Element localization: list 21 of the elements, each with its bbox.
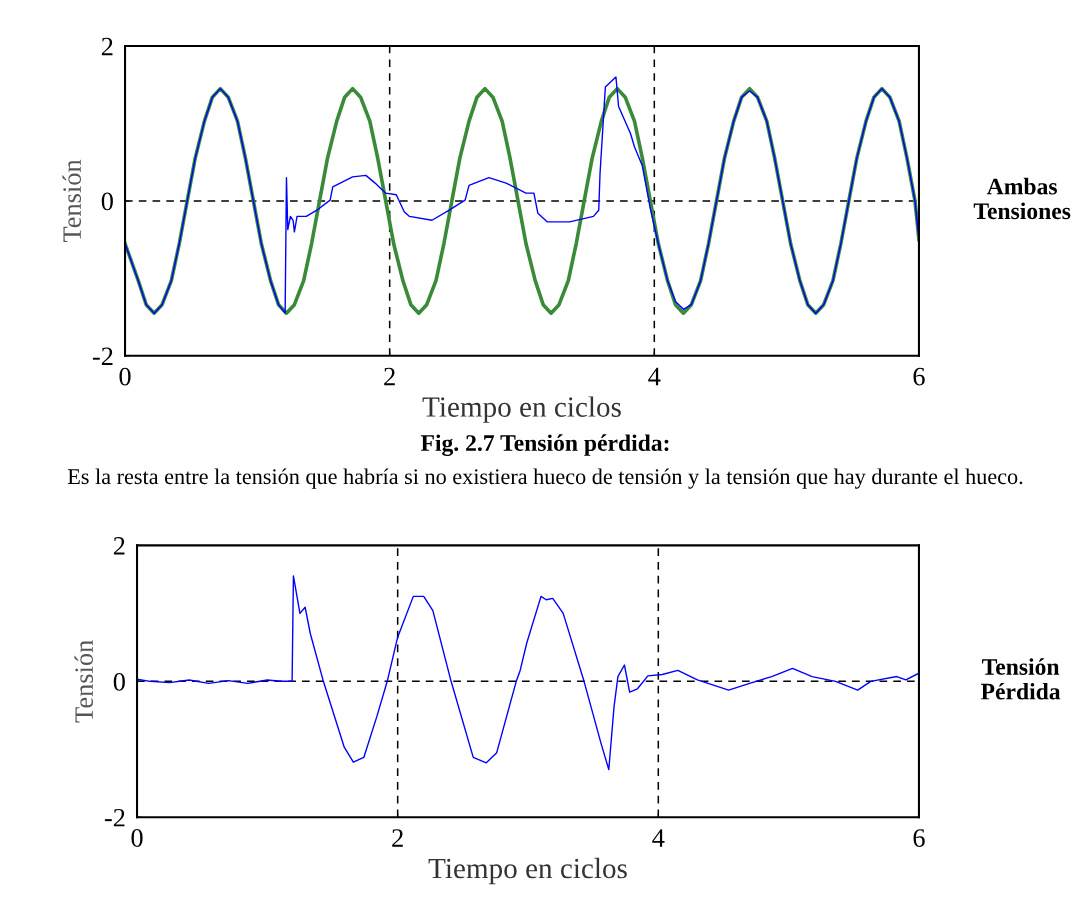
x-tick-label: 4 — [648, 367, 661, 386]
chart-title: Fig. 2.7 Tensión pérdida: — [420, 434, 669, 456]
y-tick-label: 2 — [101, 37, 113, 56]
x-tick-label: 6 — [913, 829, 925, 847]
x-axis-title: Tiempo en ciclos — [428, 857, 627, 885]
text: Ambas Tensiones — [973, 177, 1071, 220]
y-tick-label: -2 — [104, 808, 125, 827]
x-tick-label: 2 — [392, 829, 403, 847]
chart-subtitle: Es la resta entre la tensión que habría si no existiera hueco de tensión y la tensión que hay durante el hueco. — [67, 468, 1023, 489]
y-tick-label: 2 — [113, 537, 125, 555]
y-tick-label: 0 — [113, 672, 125, 691]
y-tick-label: 0 — [101, 192, 113, 211]
x-axis-title: Tiempo en ciclos — [422, 396, 621, 423]
x-tick-label: 6 — [913, 367, 925, 386]
x-tick-label: 2 — [384, 367, 395, 386]
y-axis-title: Tensión — [62, 159, 82, 243]
y-axis-title: Tensión — [74, 640, 94, 723]
text: Tensión Pérdida — [981, 658, 1061, 700]
x-tick-label: 4 — [652, 829, 665, 847]
y-tick-label: -2 — [92, 347, 113, 365]
x-tick-label: 0 — [131, 829, 143, 847]
